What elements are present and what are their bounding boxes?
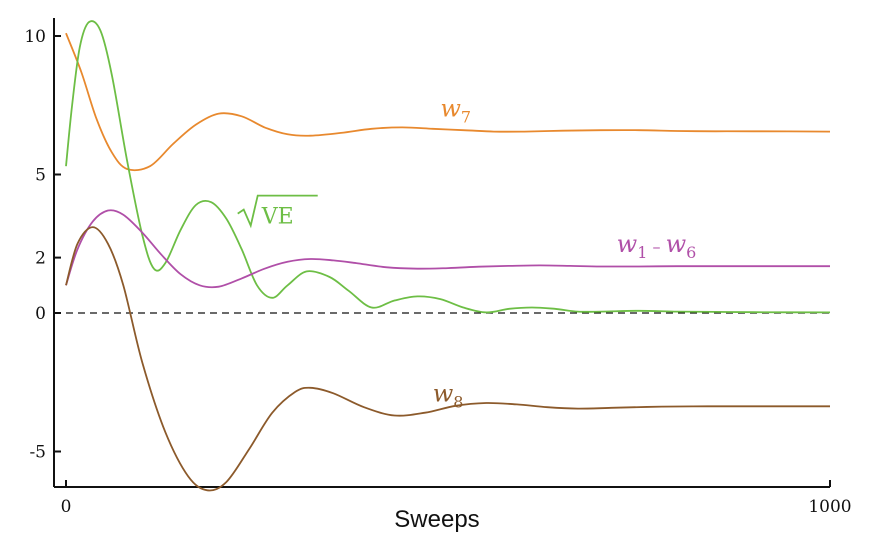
series-labels: w7 VE w1 – w6 w8 (237, 94, 697, 412)
series-label-sqrtVE: VE (237, 194, 318, 230)
y-tick-label: 10 (24, 27, 46, 47)
radical-sign (237, 194, 318, 229)
series-line-w1-w6 (65, 209, 830, 289)
tick-group: 10 5 2 0 -5 0 1000 (24, 27, 851, 517)
series-layer (65, 20, 831, 492)
series-label-text: VE (261, 205, 294, 230)
series-line-sqrtVE (65, 20, 831, 314)
series-label-w8: w8 (433, 380, 464, 412)
series-label-w1-w6: w1 – w6 (617, 230, 697, 262)
series-label-w7: w7 (440, 94, 471, 126)
x-tick-label: 0 (61, 497, 72, 517)
y-tick-label: -5 (29, 443, 46, 463)
series-line-w8 (65, 226, 830, 492)
y-tick-label: 2 (35, 249, 46, 269)
series-line-w7 (65, 32, 831, 172)
axes (53, 18, 830, 488)
x-tick-label: 1000 (808, 497, 851, 517)
x-axis-title: Sweeps (394, 506, 479, 533)
y-tick-label: 0 (35, 304, 46, 324)
y-tick-label: 5 (35, 166, 46, 186)
